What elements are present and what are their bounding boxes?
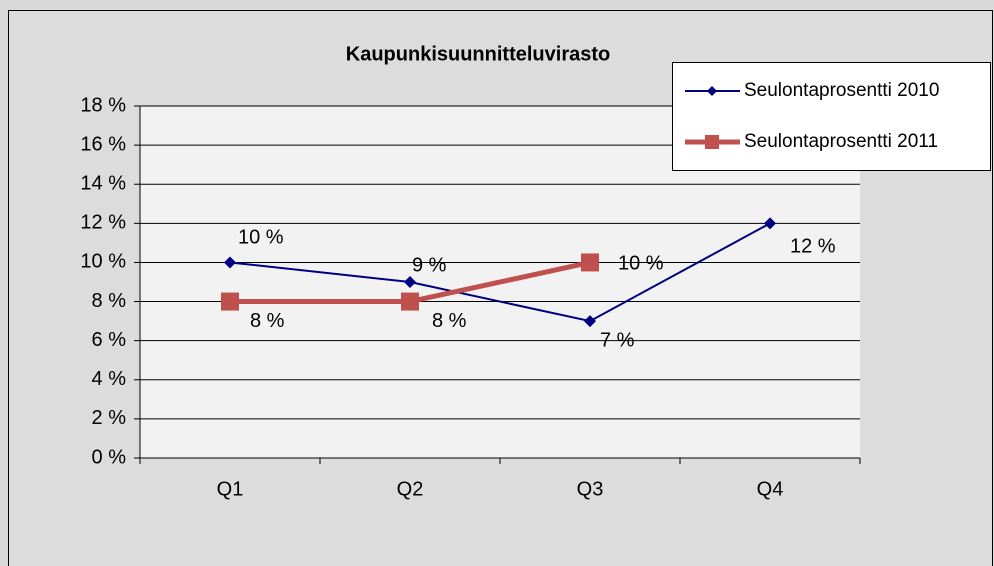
x-tick-label: Q2 [397,478,424,500]
series-line [229,222,771,323]
x-tick-label: Q1 [217,478,244,500]
x-tick-label: Q3 [577,478,604,500]
data-label: 8 % [432,310,467,332]
y-tick-label: 2 % [92,407,127,429]
y-tick-label: 0 % [92,446,127,468]
marker [584,315,596,328]
y-tick-label: 8 % [92,290,127,312]
legend-label: Seulontaprosentti 2011 [744,131,938,152]
legend-label: Seulontaprosentti 2010 [744,80,939,101]
data-label: 9 % [412,254,447,276]
y-tick-label: 14 % [80,173,126,195]
data-label: 12 % [790,236,836,258]
legend-marker [705,135,719,149]
data-label: 8 % [250,310,285,332]
data-label: 10 % [238,227,284,249]
marker [221,292,239,311]
y-tick-label: 18 % [80,94,126,116]
marker [581,253,599,272]
legend [672,62,991,171]
marker [404,276,416,288]
data-label: 10 % [618,253,664,275]
y-tick-label: 6 % [92,329,127,351]
y-tick-label: 12 % [80,212,126,234]
legend-marker [707,86,717,96]
chart-title: Kaupunkisuunnitteluvirasto [346,43,610,65]
y-tick-label: 10 % [80,251,126,273]
marker [401,292,419,311]
data-label: 7 % [600,329,635,351]
y-tick-label: 4 % [92,368,127,390]
marker [224,256,236,269]
marker [764,217,776,230]
y-tick-label: 16 % [80,133,126,155]
x-tick-label: Q4 [757,478,784,500]
